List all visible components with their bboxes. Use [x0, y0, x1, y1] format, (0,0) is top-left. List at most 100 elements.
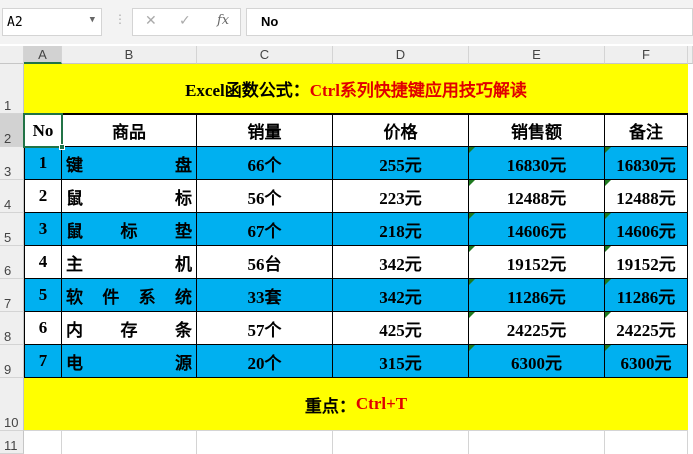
column-header-G[interactable] [688, 46, 693, 64]
table-cell[interactable]: 315元 [333, 345, 469, 378]
select-all-corner[interactable] [0, 46, 24, 64]
table-cell[interactable]: 11286元 [469, 279, 605, 312]
chevron-down-icon[interactable]: ▼ [89, 15, 95, 25]
table-cell[interactable]: 255元 [333, 147, 469, 180]
row-header-5[interactable]: 5 [0, 213, 24, 246]
row-header-10[interactable]: 10 [0, 378, 24, 431]
column-header-E[interactable]: E [469, 46, 605, 64]
header-cell[interactable]: 备注 [605, 114, 688, 147]
drag-handle-icon[interactable]: ⋮ [114, 12, 126, 26]
empty-cell[interactable] [469, 431, 605, 454]
table-cell[interactable]: 16830元 [469, 147, 605, 180]
row-header-3[interactable]: 3 [0, 147, 24, 180]
table-cell[interactable]: 66个 [197, 147, 333, 180]
empty-cell[interactable] [62, 431, 197, 454]
table-cell[interactable]: 6 [24, 312, 62, 345]
empty-cell[interactable] [333, 431, 469, 454]
table-cell[interactable]: 内存条 [62, 312, 197, 345]
table-cell[interactable]: 键盘 [62, 147, 197, 180]
row-header-11[interactable]: 11 [0, 431, 24, 454]
fill-handle[interactable] [59, 144, 65, 150]
header-cell[interactable]: 商品 [62, 114, 197, 147]
table-cell[interactable]: 24225元 [605, 312, 688, 345]
footer-cell[interactable]: 重点： Ctrl+T [24, 378, 688, 431]
table-cell[interactable]: 3 [24, 213, 62, 246]
table-cell[interactable]: 7 [24, 345, 62, 378]
row-header-4[interactable]: 4 [0, 180, 24, 213]
table-cell[interactable]: 软件系统 [62, 279, 197, 312]
row-header-8[interactable]: 8 [0, 312, 24, 345]
error-indicator-icon [605, 180, 611, 186]
table-cell[interactable]: 342元 [333, 279, 469, 312]
cell-value: 255元 [379, 155, 422, 175]
table-cell[interactable]: 57个 [197, 312, 333, 345]
header-cell[interactable]: 销量 [197, 114, 333, 147]
column-header-B[interactable]: B [62, 46, 197, 64]
cell-value: 24225元 [616, 320, 676, 340]
error-indicator-icon [605, 246, 611, 252]
table-cell[interactable]: 24225元 [469, 312, 605, 345]
table-cell[interactable]: 19152元 [605, 246, 688, 279]
column-header-D[interactable]: D [333, 46, 469, 64]
table-cell[interactable]: 67个 [197, 213, 333, 246]
table-cell[interactable]: 19152元 [469, 246, 605, 279]
cell-value: 1 [38, 153, 48, 172]
table-cell[interactable]: 2 [24, 180, 62, 213]
cell-value: 电源 [66, 353, 192, 373]
table-cell[interactable]: 218元 [333, 213, 469, 246]
cell-value: 6300元 [511, 353, 562, 373]
cell-value: 16830元 [616, 155, 676, 175]
cell-value: 内存条 [66, 320, 192, 340]
table-cell[interactable]: 11286元 [605, 279, 688, 312]
table-cell[interactable]: 12488元 [469, 180, 605, 213]
table-cell[interactable]: 342元 [333, 246, 469, 279]
cancel-icon[interactable]: ✕ [145, 13, 157, 29]
header-cell[interactable]: 销售额 [469, 114, 605, 147]
header-cell[interactable]: 价格 [333, 114, 469, 147]
cell-value: 14606元 [616, 221, 676, 241]
table-cell[interactable]: 14606元 [605, 213, 688, 246]
row-header-2[interactable]: 2 [0, 114, 24, 147]
table-cell[interactable]: 鼠标垫 [62, 213, 197, 246]
cell-value: 6 [38, 318, 48, 337]
table-cell[interactable]: 14606元 [469, 213, 605, 246]
row-header-7[interactable]: 7 [0, 279, 24, 312]
row-header-6[interactable]: 6 [0, 246, 24, 279]
table-cell[interactable]: 1 [24, 147, 62, 180]
table-cell[interactable]: 56台 [197, 246, 333, 279]
cell-value: 342元 [379, 287, 422, 307]
column-header-F[interactable]: F [605, 46, 688, 64]
table-cell[interactable]: 12488元 [605, 180, 688, 213]
table-cell[interactable]: 主机 [62, 246, 197, 279]
insert-function-icon[interactable]: fx [217, 13, 230, 28]
title-cell[interactable]: Excel函数公式： Ctrl系列快捷键应用技巧解读 [24, 64, 688, 114]
table-cell[interactable]: 223元 [333, 180, 469, 213]
table-cell[interactable]: 鼠标 [62, 180, 197, 213]
table-cell[interactable]: 6300元 [605, 345, 688, 378]
table-cell[interactable]: 5 [24, 279, 62, 312]
cell-value: 3 [38, 219, 48, 238]
title-black: Excel函数公式： [185, 81, 310, 100]
table-cell[interactable]: 16830元 [605, 147, 688, 180]
table-cell[interactable]: 56个 [197, 180, 333, 213]
column-header-C[interactable]: C [197, 46, 333, 64]
row-header-1[interactable]: 1 [0, 64, 24, 114]
table-cell[interactable]: 20个 [197, 345, 333, 378]
row-header-9[interactable]: 9 [0, 345, 24, 378]
cell-value: 24225元 [506, 320, 567, 340]
cell-value: 19152元 [506, 254, 567, 274]
empty-cell[interactable] [605, 431, 688, 454]
empty-cell[interactable] [197, 431, 333, 454]
cell-value: 14606元 [506, 221, 567, 241]
column-header-A[interactable]: A [24, 46, 62, 64]
formula-input[interactable]: No [246, 8, 693, 36]
empty-cell[interactable] [24, 431, 62, 454]
cell-value: 66个 [247, 155, 282, 175]
enter-icon[interactable]: ✓ [179, 13, 191, 29]
name-box[interactable]: A2 ▼ [2, 8, 102, 36]
table-cell[interactable]: 33套 [197, 279, 333, 312]
table-cell[interactable]: 电源 [62, 345, 197, 378]
table-cell[interactable]: 4 [24, 246, 62, 279]
table-cell[interactable]: 6300元 [469, 345, 605, 378]
table-cell[interactable]: 425元 [333, 312, 469, 345]
